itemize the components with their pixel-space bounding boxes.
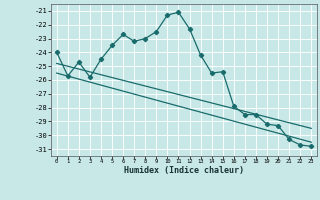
X-axis label: Humidex (Indice chaleur): Humidex (Indice chaleur): [124, 166, 244, 175]
